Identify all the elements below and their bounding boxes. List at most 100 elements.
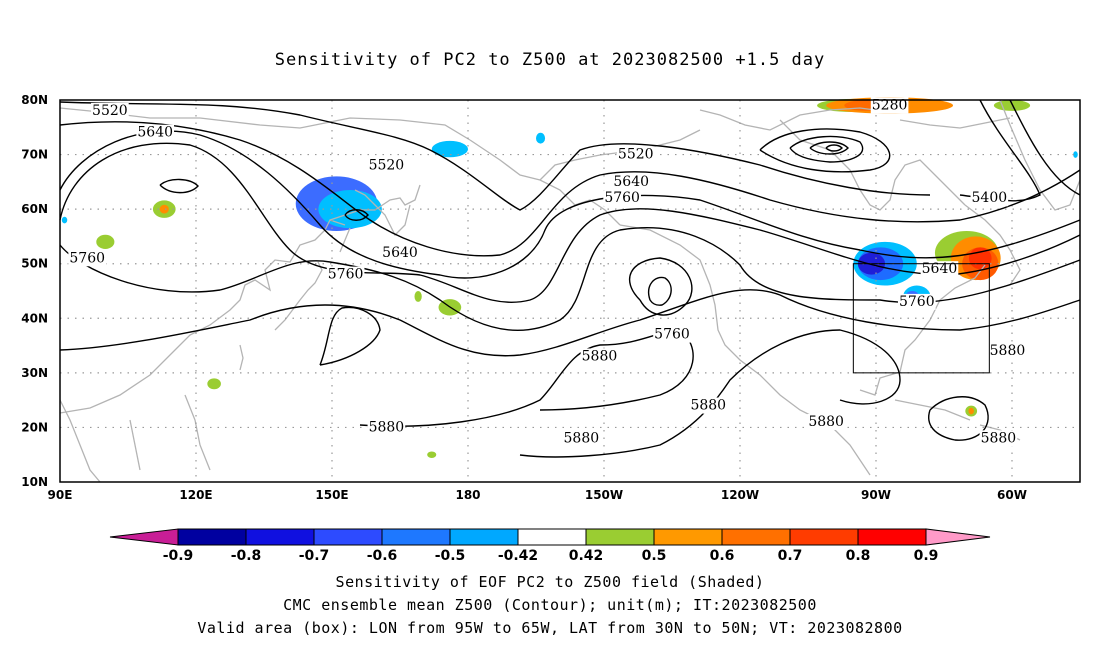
z500-contour [59,227,1081,332]
z500-contour [1009,99,1081,196]
contour-label: 5880 [564,430,600,446]
footer-line-3: Valid area (box): LON from 95W to 65W, L… [197,619,903,637]
z500-contour [319,306,381,366]
contour-label: 5520 [618,147,654,163]
footer-line-1: Sensitivity of EOF PC2 to Z500 field (Sh… [335,573,765,591]
contour-label-bg [580,348,619,365]
colorbar-low-arrow [109,528,179,546]
coastline [274,261,323,331]
lat-label: 40N [21,311,48,325]
lat-label: 80N [21,93,48,107]
contour-label-bg [807,413,845,430]
z500-contour [59,130,1081,279]
contour-label: 5760 [328,267,364,283]
contour-label: 5760 [604,190,640,206]
contour-label: 5640 [137,125,173,141]
z500-contour [809,141,849,155]
latitude-labels: 80N 70N 60N 50N 40N 30N 20N 10N [21,93,48,489]
lat-label: 10N [21,475,48,489]
colorbar-label: 0.42 [569,548,604,564]
z500-contour [825,144,843,152]
z500-contour [519,329,901,458]
contour-label: 5520 [369,157,405,173]
colorbar-segment [313,528,383,546]
contour-label-bg [979,430,1018,447]
contour-label: 5280 [872,97,908,113]
contour-label: 5760 [69,250,105,266]
z500-contour [59,289,1081,357]
contour-label: 5880 [808,414,844,430]
colorbar-segment [517,528,587,546]
coastline [239,344,244,371]
contour-label: 5760 [654,327,690,343]
contour-label: 5880 [369,419,405,435]
contour-label: 5880 [690,398,726,414]
contour-label-bg [653,326,691,343]
lat-label: 30N [21,366,48,380]
z500-contour [759,128,891,173]
contour-label: 5880 [582,348,618,364]
valid-area-box [852,263,990,374]
colorbar-label: -0.7 [299,548,330,564]
colorbar-label: 0.9 [914,548,939,564]
sensitivity-shading [61,97,1078,458]
sensitivity-blob [427,451,437,458]
coastline [699,107,891,131]
colorbar-label: -0.6 [367,548,398,564]
z500-contour [344,209,369,221]
z500-contour [359,329,694,427]
colorbar: -0.9 -0.8 -0.7 -0.6 -0.5 -0.42 0.42 0.5 0.6 0.7 0.… [109,528,991,564]
z500-contour [628,257,693,316]
contour-label: 5640 [922,261,958,277]
map-title: Sensitivity of PC2 to Z500 at 2023082500… [274,50,826,70]
colorbar-segment [857,528,927,546]
coastline [339,227,351,253]
contour-label-bg [612,173,651,190]
lon-label: 120W [721,488,759,502]
lat-label: 60N [21,202,48,216]
z500-contour [959,99,1041,202]
longitude-labels: 90E 120E 150E 180 150W 120W 90W 60W [48,488,1027,502]
coastline [184,394,211,471]
contour-label-bg [367,419,406,436]
z500-contour [789,135,864,163]
colorbar-label: 0.6 [710,548,735,564]
colorbar-label: 0.7 [778,548,803,564]
coastline [779,119,966,211]
colorbar-label: 0.8 [846,548,871,564]
contour-label: 5880 [981,430,1017,446]
contour-label-bg [381,244,419,261]
coastline [859,264,986,396]
coastline [469,139,621,226]
contour-label-bg [136,124,175,141]
lon-label: 150E [315,488,348,502]
z500-contour [928,396,989,441]
colorbar-label: -0.8 [231,548,262,564]
sensitivity-blob [414,291,422,302]
colorbar-label: -0.5 [435,548,466,564]
coastline [59,219,346,414]
colorbar-high-arrow [925,528,991,546]
z500-contour [59,121,1081,257]
lon-label: 120E [179,488,212,502]
contour-label-bg [870,97,909,114]
colorbar-label: -0.42 [498,548,538,564]
sensitivity-blob [968,407,974,415]
sensitivity-blob [159,204,169,214]
coastline [59,399,101,483]
colorbar-segment [721,528,791,546]
colorbar-segment [585,528,655,546]
contour-label-bg [616,146,655,163]
lon-label: 60W [997,488,1027,502]
coastline [619,224,821,421]
coastline [999,99,1081,211]
lat-label: 70N [21,148,48,162]
contour-label-bg [920,261,959,278]
contour-label-bg [970,190,1009,207]
contour-label-bg [897,293,936,310]
sensitivity-blob [61,216,68,224]
lat-lon-grid [60,100,1080,482]
map-frame [59,99,1081,483]
